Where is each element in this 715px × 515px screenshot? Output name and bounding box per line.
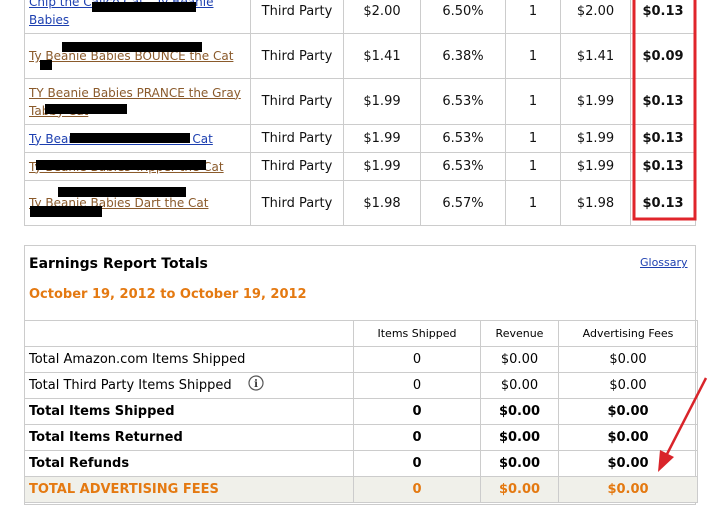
order-cell: 6.57% (420, 180, 506, 226)
order-cell: 1 (505, 152, 561, 181)
order-cell: Third Party (250, 124, 344, 153)
product-cell: TY Beanie Babies PRANCE the Gray Tabby C… (24, 78, 251, 125)
totals-cell: $0.00 (480, 424, 559, 451)
totals-cell: TOTAL ADVERTISING FEES (24, 476, 354, 503)
svg-text:i: i (254, 379, 258, 390)
totals-cell: $0.00 (480, 398, 559, 425)
order-cell: $1.41 (560, 33, 631, 79)
redaction (30, 206, 102, 217)
order-cell: 1 (505, 0, 561, 34)
redaction (70, 133, 190, 143)
totals-cell: Total Items Shipped (24, 398, 354, 425)
order-cell: 1 (505, 124, 561, 153)
totals-cell: $0.00 (558, 346, 698, 373)
order-cell: 6.53% (420, 78, 506, 125)
totals-row: Total Items Shipped 0 $0.00 $0.00 (24, 398, 698, 425)
totals-cell: 0 (353, 424, 481, 451)
totals-cell: $0.00 (558, 372, 698, 399)
totals-cell: $0.00 (558, 450, 698, 477)
redaction (92, 2, 196, 12)
header-cell: Revenue (480, 320, 559, 347)
order-cell: $2.00 (560, 0, 631, 34)
date-range: October 19, 2012 to October 19, 2012 (29, 287, 307, 302)
order-cell: 1 (505, 180, 561, 226)
totals-cell: $0.00 (480, 346, 559, 373)
order-cell: $1.99 (343, 78, 421, 125)
totals-cell: $0.00 (480, 450, 559, 477)
totals-cell: $0.00 (558, 424, 698, 451)
order-row: Ty Beanie Babies BOUNCE the Cat Third Par… (24, 33, 696, 79)
order-cell: 1 (505, 33, 561, 79)
totals-cell: $0.00 (480, 372, 559, 399)
order-cell: $0.13 (630, 152, 696, 181)
totals-cell: 0 (353, 346, 481, 373)
order-cell: $1.99 (343, 152, 421, 181)
order-row: TY Beanie Babies PRANCE the Gray Tabby C… (24, 78, 696, 125)
order-cell: Third Party (250, 152, 344, 181)
order-cell: $1.41 (343, 33, 421, 79)
totals-cell: 0 (353, 476, 481, 503)
order-cell: $0.13 (630, 180, 696, 226)
order-cell: 6.53% (420, 124, 506, 153)
totals-cell: $0.00 (558, 476, 698, 503)
redaction (58, 187, 186, 197)
product-link[interactable]: Ty Beanie Babies BOUNCE the Cat (29, 49, 234, 63)
order-cell: $0.13 (630, 78, 696, 125)
order-cell: Third Party (250, 0, 344, 34)
order-cell: $0.09 (630, 33, 696, 79)
totals-cell: $0.00 (480, 476, 559, 503)
order-cell: 6.50% (420, 0, 506, 34)
order-cell: $0.13 (630, 124, 696, 153)
glossary-link[interactable]: Glossary (640, 256, 688, 269)
order-cell: $1.98 (560, 180, 631, 226)
totals-row: Total Refunds 0 $0.00 $0.00 (24, 450, 698, 477)
totals-cell: 0 (353, 450, 481, 477)
order-cell: $1.99 (343, 124, 421, 153)
totals-cell: 0 (353, 398, 481, 425)
order-cell: $1.98 (343, 180, 421, 226)
order-cell: Third Party (250, 180, 344, 226)
totals-cell: Total Refunds (24, 450, 354, 477)
header-cell: Advertising Fees (558, 320, 698, 347)
order-cell: 1 (505, 78, 561, 125)
order-cell: Third Party (250, 33, 344, 79)
totals-title: Earnings Report Totals (29, 256, 208, 272)
header-cell (24, 320, 354, 347)
redaction (36, 160, 206, 170)
totals-cell: Total Third Party Items Shipped (24, 372, 354, 399)
order-cell: $1.99 (560, 124, 631, 153)
order-cell: 6.38% (420, 33, 506, 79)
redaction (62, 42, 202, 52)
redaction (45, 104, 127, 114)
totals-row: TOTAL ADVERTISING FEES 0 $0.00 $0.00 (24, 476, 698, 503)
order-cell: Third Party (250, 78, 344, 125)
totals-table: Items Shipped Revenue Advertising Fees Tota… (24, 320, 698, 503)
totals-cell: $0.00 (558, 398, 698, 425)
totals-header: Items Shipped Revenue Advertising Fees (24, 320, 698, 347)
totals-row: Total Third Party Items Shipped 0 $0.00 $0.… (24, 372, 698, 399)
order-cell: $2.00 (343, 0, 421, 34)
redaction (40, 60, 52, 70)
totals-row: Total Amazon.com Items Shipped 0 $0.00 $0.0… (24, 346, 698, 373)
totals-cell: 0 (353, 372, 481, 399)
order-cell: $1.99 (560, 78, 631, 125)
info-icon[interactable]: i (247, 375, 265, 393)
product-cell: Ty Beanie Babies BOUNCE the Cat (24, 33, 251, 79)
totals-cell: Total Amazon.com Items Shipped (24, 346, 354, 373)
totals-row: Total Items Returned 0 $0.00 $0.00 (24, 424, 698, 451)
order-cell: $0.13 (630, 0, 696, 34)
totals-cell: Total Items Returned (24, 424, 354, 451)
order-cell: 6.53% (420, 152, 506, 181)
header-cell: Items Shipped (353, 320, 481, 347)
order-cell: $1.99 (560, 152, 631, 181)
